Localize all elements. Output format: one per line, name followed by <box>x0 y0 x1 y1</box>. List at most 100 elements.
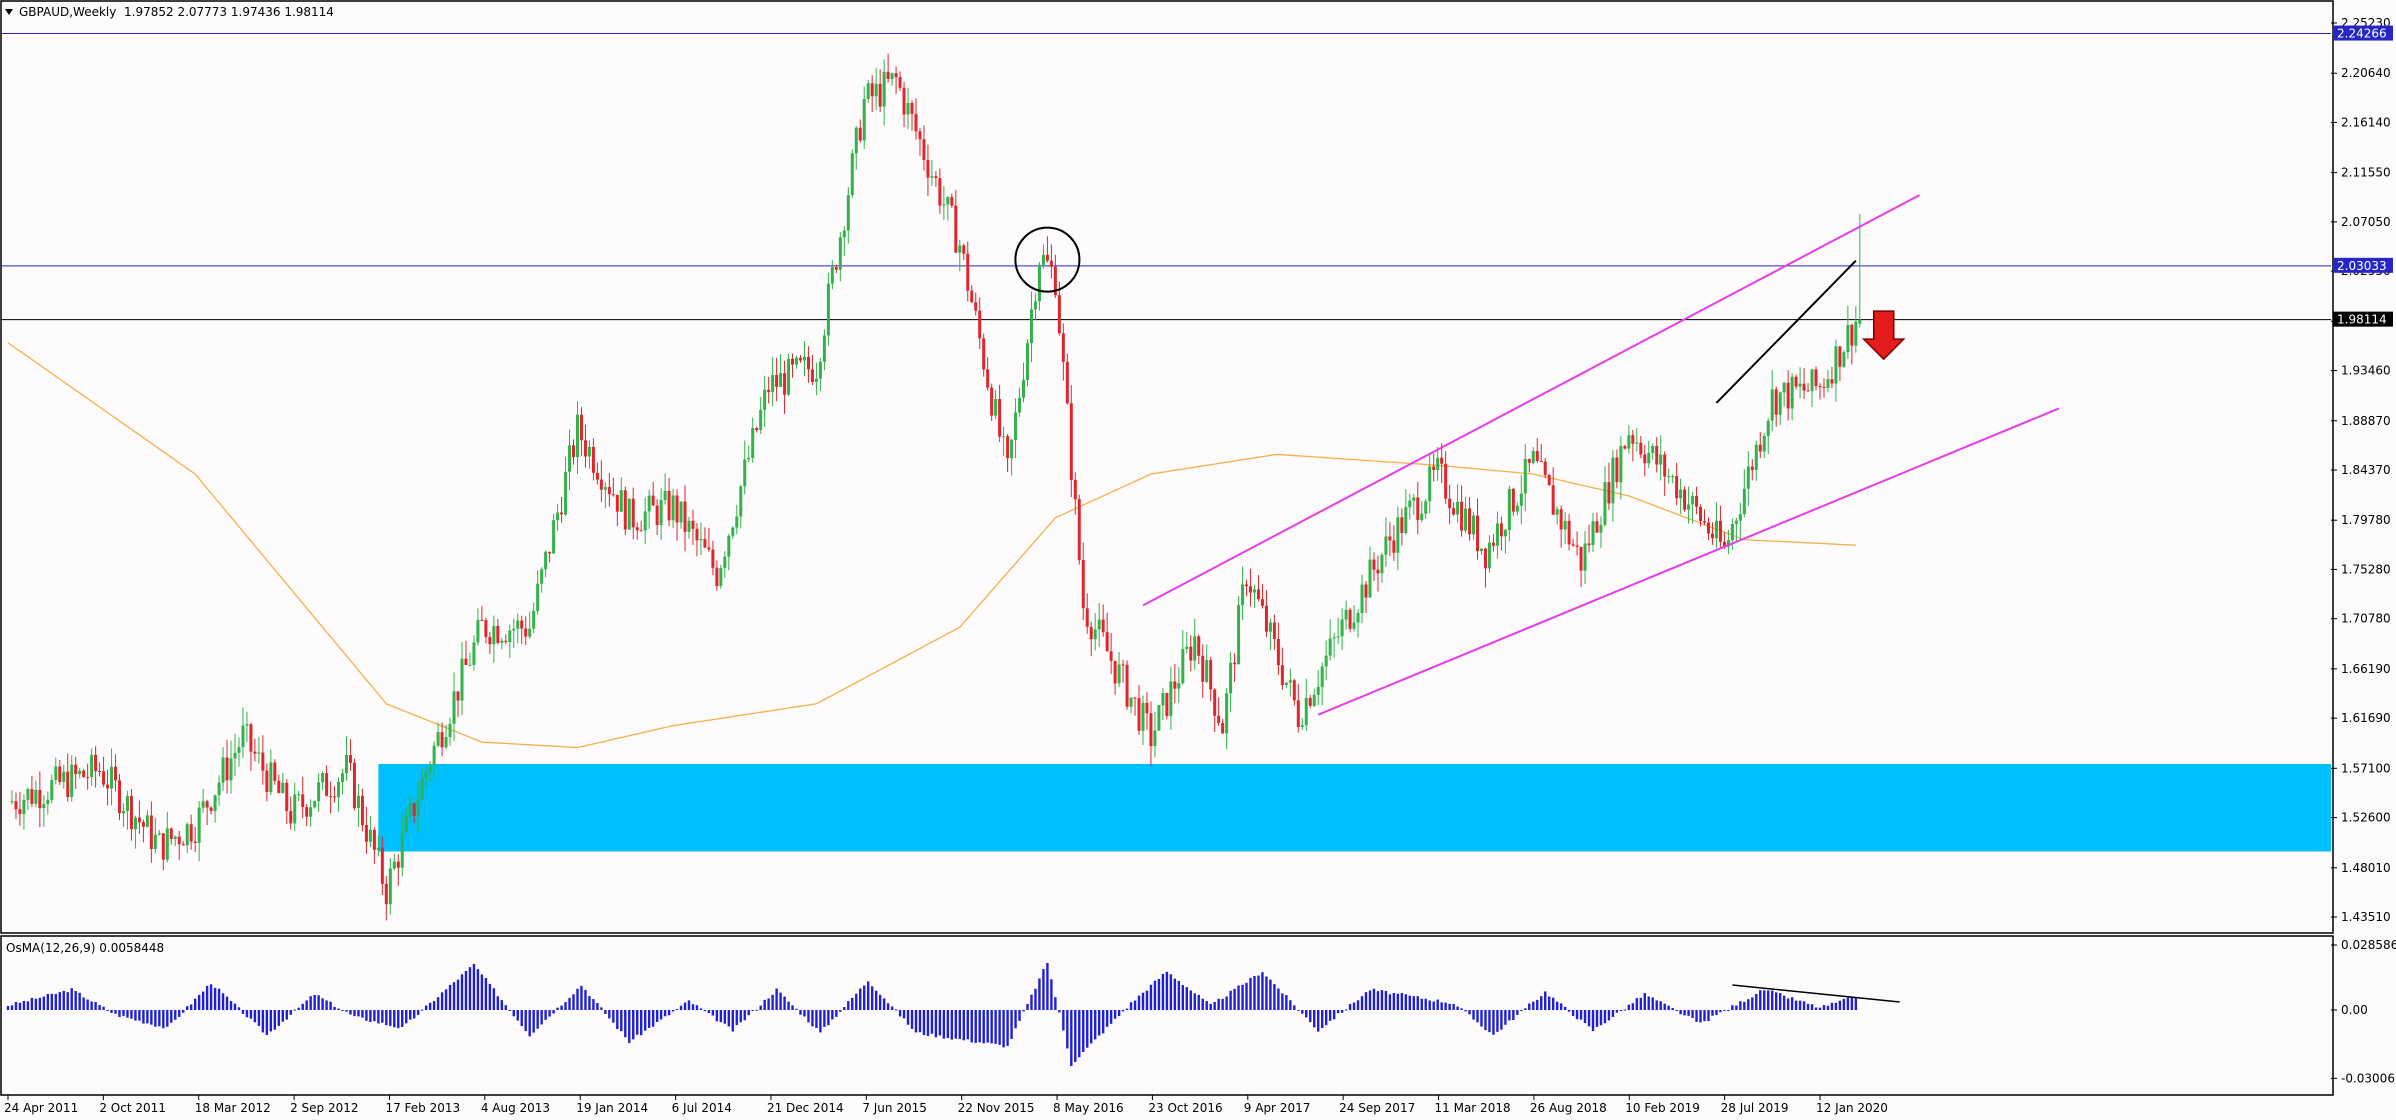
candle-body <box>488 636 492 645</box>
candle-body <box>1575 545 1579 547</box>
candle-body <box>862 99 866 141</box>
osma-bar <box>1551 997 1555 1010</box>
candle-body <box>1137 698 1141 731</box>
candle-body <box>910 102 914 114</box>
candle-body <box>1472 515 1476 535</box>
candle-body <box>50 779 54 800</box>
candle-body <box>1802 383 1806 391</box>
osma-bar <box>409 1010 412 1020</box>
osma-bar <box>755 1009 758 1011</box>
osma-bar <box>982 1010 985 1044</box>
osma-bar <box>1826 1005 1830 1010</box>
candle-body <box>1165 693 1169 716</box>
osma-bar <box>217 988 221 1010</box>
osma-bar <box>731 1010 734 1032</box>
osma-bar <box>261 1010 265 1033</box>
osma-bar <box>632 1010 635 1040</box>
osma-bar <box>389 1010 392 1026</box>
level-price-badge[interactable] <box>2333 311 2393 327</box>
osma-bar <box>1161 974 1165 1010</box>
osma-bar <box>1635 998 1639 1010</box>
osma-bar <box>114 1010 117 1014</box>
candle-body <box>428 765 432 772</box>
price-tick-label: 1.84370 <box>2341 463 2391 477</box>
candle-body <box>886 71 890 79</box>
chart-menu-triangle-icon[interactable] <box>5 9 13 15</box>
osma-bar <box>1177 981 1181 1010</box>
osma-bar <box>90 1001 93 1010</box>
candle-body <box>1113 660 1117 684</box>
candle-body <box>528 628 532 637</box>
osma-bar <box>353 1010 356 1017</box>
candle-body <box>241 725 245 748</box>
candle-body <box>631 498 635 528</box>
time-axis[interactable]: 24 Apr 2011 2 Oct 2011 18 Mar 2012 2 Sep 20… <box>4 1095 1888 1115</box>
candle-body <box>850 153 854 196</box>
osma-bar <box>1313 1010 1316 1028</box>
osma-bar <box>70 988 73 1010</box>
candle-body <box>209 807 213 811</box>
candle-body <box>1495 523 1499 546</box>
osma-bar <box>233 1003 237 1010</box>
channel-lower-line[interactable] <box>1317 407 2060 716</box>
candle-body <box>759 409 763 431</box>
osma-bar <box>655 1010 659 1022</box>
osma-bar <box>460 974 464 1010</box>
candle-body <box>1615 457 1619 483</box>
osma-bar <box>317 995 320 1010</box>
candle-body <box>946 197 950 205</box>
osma-bar <box>608 1010 611 1019</box>
demand-zone-layer <box>378 763 2331 852</box>
osma-bar <box>954 1010 958 1039</box>
osma-bar <box>520 1010 523 1027</box>
osma-bar <box>146 1010 149 1024</box>
candle-body <box>1336 636 1340 638</box>
candle-body <box>500 640 504 643</box>
osma-trendline[interactable] <box>1732 984 1900 1003</box>
candle-body <box>1695 496 1699 507</box>
candle-body <box>484 620 488 637</box>
osma-bar <box>1269 979 1272 1010</box>
candle-body <box>1683 489 1687 510</box>
price-tick-label: 1.66190 <box>2341 662 2391 676</box>
price-tick-label: 1.57100 <box>2341 761 2391 775</box>
candle-body <box>595 472 599 480</box>
candle-body <box>169 828 173 839</box>
candle-body <box>345 755 349 774</box>
osma-bar <box>1328 1010 1332 1021</box>
circle-annotation[interactable] <box>1014 226 1081 293</box>
osma-bar <box>990 1010 993 1044</box>
candle-body <box>1368 559 1372 598</box>
candle-body <box>1105 632 1109 652</box>
price-tick-label: 1.70780 <box>2341 612 2391 626</box>
down-arrow-icon[interactable] <box>1861 310 1906 361</box>
candle-body <box>822 335 826 362</box>
level-price-badge[interactable] <box>2333 257 2393 273</box>
time-tick-label: 21 Dec 2014 <box>767 1101 844 1115</box>
price-axis[interactable]: 2.252302.206402.161402.115502.070502.025… <box>2331 16 2396 1085</box>
osma-bar <box>1579 1010 1583 1020</box>
time-tick-label: 2 Oct 2011 <box>99 1101 166 1115</box>
candle-body <box>1225 693 1229 734</box>
osma-bar <box>1703 1010 1706 1022</box>
channel-upper-line[interactable] <box>1142 194 1921 607</box>
candle-body <box>333 796 337 798</box>
candle-body <box>1129 697 1133 707</box>
candle-body <box>1703 520 1707 523</box>
candle-body <box>1631 435 1635 444</box>
drawings-layer[interactable] <box>1014 194 2060 716</box>
candle-body <box>1053 266 1057 296</box>
osma-bar <box>1583 1010 1587 1023</box>
time-tick-label: 22 Nov 2015 <box>958 1101 1035 1115</box>
candle-body <box>1559 509 1563 530</box>
candle-body <box>1264 605 1268 632</box>
osma-bar <box>843 1007 846 1010</box>
candle-body <box>954 205 958 253</box>
candle-body <box>1619 446 1623 483</box>
osma-bar <box>1281 993 1284 1010</box>
candle-body <box>1730 523 1734 541</box>
level-price-badge[interactable] <box>2333 25 2393 41</box>
trendline-black[interactable] <box>1715 260 1857 404</box>
